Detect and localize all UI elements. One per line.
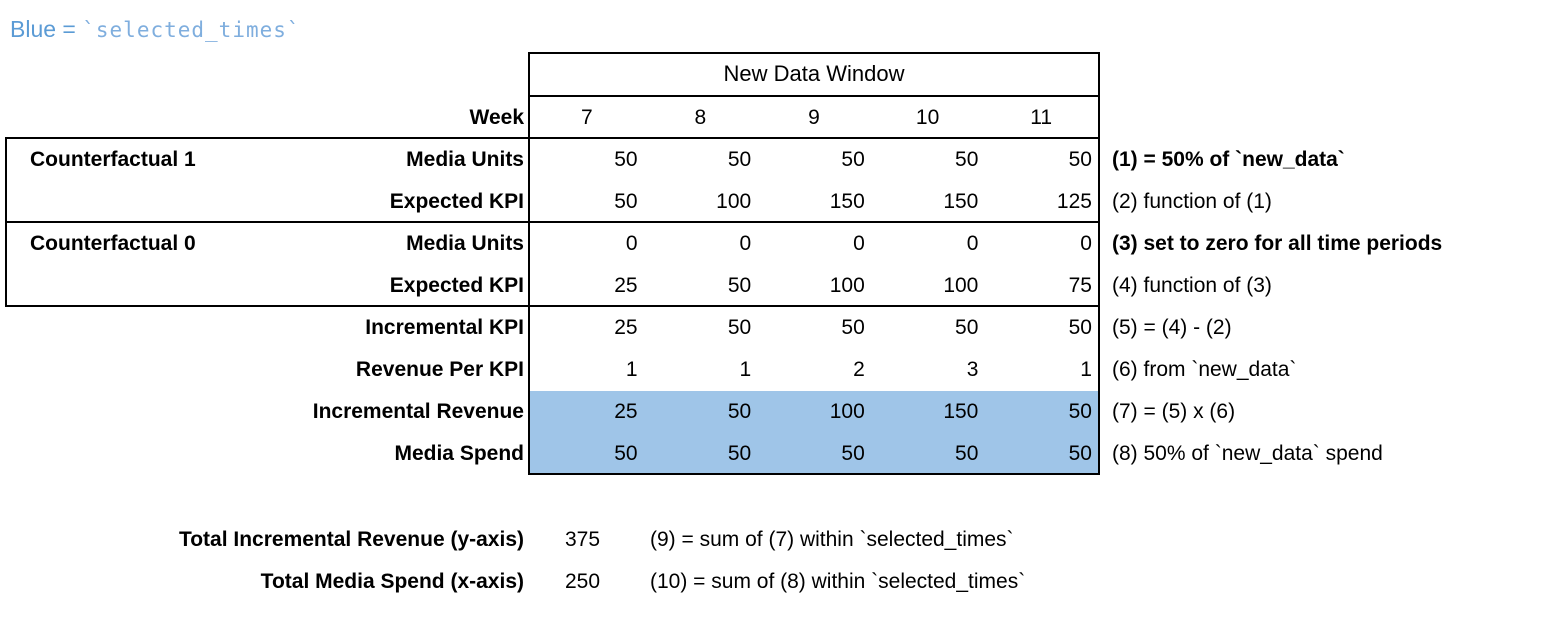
total-value-incremental-revenue: 375 (565, 528, 601, 551)
annotation-4: (4) function of (3) (1112, 274, 1272, 297)
table-row-highlighted: 25 50 100 150 50 (530, 391, 1098, 433)
row-label-expected-kpi-cf0: Expected KPI (389, 274, 524, 297)
week-cell: 7 (580, 106, 593, 129)
cell: 50 (955, 316, 979, 339)
table-border-between-counterfactuals (5, 221, 1100, 223)
annotation-8: (8) 50% of `new_data` spend (1112, 442, 1383, 465)
cell: 150 (943, 190, 979, 213)
cell: 25 (614, 316, 638, 339)
annotation-10: (10) = sum of (8) within `selected_times… (650, 570, 1026, 593)
group-label-counterfactual-0: Counterfactual 0 (30, 232, 196, 255)
cell: 1 (625, 358, 638, 381)
cell: 3 (966, 358, 979, 381)
table-row: 50 50 50 50 50 (530, 139, 1098, 181)
cell: 50 (955, 442, 979, 465)
cell: 100 (829, 400, 865, 423)
cell: 50 (727, 316, 752, 339)
row-label-revenue-per-kpi: Revenue Per KPI (355, 358, 524, 381)
cell: 0 (625, 232, 638, 255)
cell: 50 (1068, 400, 1092, 423)
annotation-6: (6) from `new_data` (1112, 358, 1297, 381)
annotation-3: (3) set to zero for all time periods (1112, 232, 1443, 255)
row-label-media-units-cf1: Media Units (406, 148, 524, 171)
table-row: 25 50 50 50 50 (530, 307, 1098, 349)
cell: 50 (1068, 442, 1092, 465)
row-label-incremental-kpi: Incremental KPI (365, 316, 524, 339)
cell: 100 (829, 274, 865, 297)
row-label-media-units-cf0: Media Units (406, 232, 524, 255)
table-row: 50 100 150 150 125 (530, 181, 1098, 223)
cell: 125 (1056, 190, 1092, 213)
group-label-counterfactual-1: Counterfactual 1 (30, 148, 196, 171)
cell: 1 (739, 358, 752, 381)
total-label-incremental-revenue: Total Incremental Revenue (y-axis) (178, 528, 524, 551)
table-border-below-counterfactual-0 (5, 305, 1100, 307)
table-border-below-week (5, 137, 1100, 139)
week-cell: 9 (808, 106, 820, 129)
annotation-5: (5) = (4) - (2) (1112, 316, 1232, 339)
cell: 0 (739, 232, 752, 255)
cell: 50 (841, 148, 865, 171)
total-value-media-spend: 250 (565, 570, 601, 593)
table-row-highlighted: 50 50 50 50 50 (530, 433, 1098, 475)
cell: 2 (853, 358, 865, 381)
legend-code: `selected_times` (82, 18, 301, 42)
cell: 50 (614, 190, 638, 213)
cell: 50 (841, 316, 865, 339)
table-header-new-data-window: New Data Window (528, 52, 1100, 97)
cell: 75 (1068, 274, 1092, 297)
highlight-legend: Blue = `selected_times` (10, 16, 301, 43)
row-label-media-spend: Media Spend (394, 442, 524, 465)
cell: 50 (614, 442, 638, 465)
annotation-9: (9) = sum of (7) within `selected_times` (650, 528, 1014, 551)
row-label-expected-kpi-cf1: Expected KPI (389, 190, 524, 213)
legend-text: Blue = (10, 16, 83, 42)
cell: 50 (1068, 148, 1092, 171)
table-row: 0 0 0 0 0 (530, 223, 1098, 265)
cell: 0 (966, 232, 979, 255)
annotation-1: (1) = 50% of `new_data` (1112, 148, 1345, 171)
row-label-incremental-revenue: Incremental Revenue (312, 400, 524, 423)
cell: 150 (943, 400, 979, 423)
table-border-right (1098, 95, 1100, 475)
week-cell: 10 (915, 106, 940, 129)
week-row: 7 8 9 10 11 (530, 97, 1098, 139)
row-label-week: Week (469, 106, 524, 129)
total-label-media-spend: Total Media Spend (x-axis) (260, 570, 524, 593)
cell: 100 (943, 274, 979, 297)
cell: 50 (614, 148, 638, 171)
table-border-bottom (528, 473, 1100, 475)
table-border-left (528, 95, 530, 475)
week-cell: 8 (694, 106, 707, 129)
cell: 50 (727, 274, 752, 297)
cell: 25 (614, 400, 638, 423)
cell: 50 (727, 148, 752, 171)
cell: 50 (727, 442, 752, 465)
cell: 0 (853, 232, 865, 255)
cell: 150 (829, 190, 865, 213)
cell: 1 (1080, 358, 1092, 381)
cell: 50 (841, 442, 865, 465)
week-cell: 11 (1030, 106, 1053, 129)
annotation-2: (2) function of (1) (1112, 190, 1272, 213)
cell: 50 (727, 400, 752, 423)
cell: 50 (1068, 316, 1092, 339)
cell: 0 (1080, 232, 1092, 255)
selected-times-highlight (530, 391, 1098, 473)
table-row: 25 50 100 100 75 (530, 265, 1098, 307)
cell: 100 (716, 190, 752, 213)
cell: 25 (614, 274, 638, 297)
annotation-7: (7) = (5) x (6) (1112, 400, 1236, 423)
table-row: 1 1 2 3 1 (530, 349, 1098, 391)
cell: 50 (955, 148, 979, 171)
